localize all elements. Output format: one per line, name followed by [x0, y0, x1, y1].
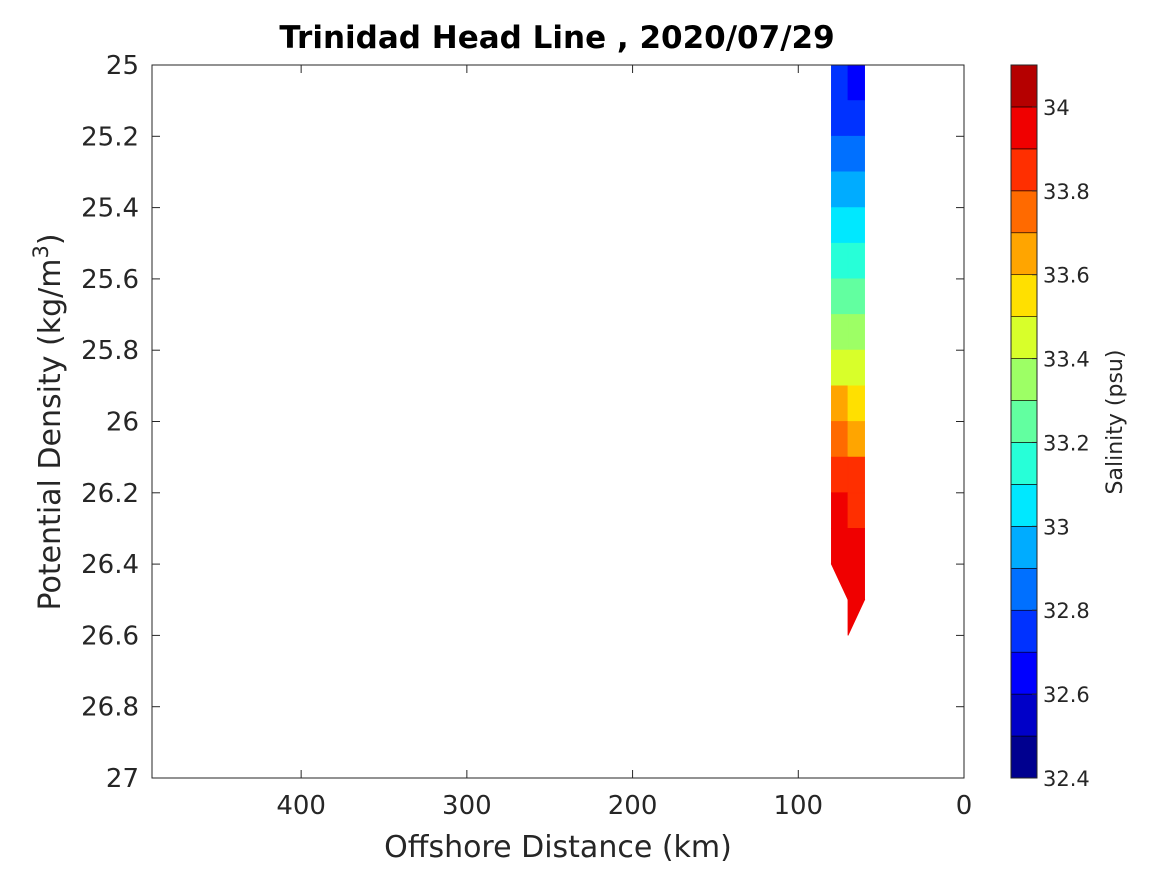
contour-cell	[831, 314, 849, 351]
contour-cell	[847, 242, 865, 280]
contour-cell	[847, 599, 866, 636]
x-axis-label: Offshore Distance (km)	[384, 830, 732, 865]
colorbar-tick-label: 33.6	[1043, 264, 1090, 288]
x-tick-label: 100	[773, 791, 823, 821]
contour-cell	[847, 349, 865, 387]
contour-cell	[831, 456, 849, 494]
contour-cell	[847, 563, 865, 601]
colorbar-swatch	[1010, 526, 1038, 569]
contour-cell	[831, 528, 849, 565]
y-tick-label: 26	[106, 408, 139, 438]
y-tick-label: 25.8	[81, 336, 139, 366]
x-axis-ticks: 400 300 200 100 0	[276, 65, 972, 821]
colorbar-tick-label: 33	[1043, 515, 1070, 539]
contour-cell	[831, 64, 849, 102]
chart-title: Trinidad Head Line , 2020/07/29	[279, 20, 834, 56]
colorbar-swatch	[1010, 735, 1038, 779]
contour-cell	[831, 278, 849, 315]
colorbar-swatch	[1010, 567, 1038, 611]
contour-cell	[831, 349, 849, 387]
contour-cell	[830, 563, 849, 600]
y-tick-label: 25.6	[81, 265, 139, 295]
colorbar-tick-label: 33.2	[1043, 431, 1090, 455]
colorbar-tick-label: 32.6	[1043, 683, 1090, 707]
contour-cell	[831, 171, 849, 209]
contour-cell	[831, 385, 849, 422]
colorbar-label: Salinity (psu)	[1103, 350, 1128, 495]
contour-cell	[847, 421, 865, 458]
colorbar-swatch	[1010, 106, 1038, 150]
contour-cell	[847, 171, 865, 209]
colorbar-swatch	[1010, 316, 1038, 359]
contour-cell	[847, 314, 865, 351]
y-tick-label: 25	[106, 51, 139, 81]
colorbar-swatch	[1010, 274, 1038, 317]
contour-cell	[847, 528, 865, 565]
colorbar-tick-label: 32.4	[1043, 767, 1090, 791]
y-tick-label: 25.2	[81, 122, 139, 152]
contour-cell	[847, 278, 865, 315]
colorbar-tick-label: 34	[1043, 96, 1070, 120]
colorbar-swatch	[1010, 232, 1038, 276]
colorbar-swatch	[1010, 400, 1038, 443]
colorbar-swatch	[1010, 484, 1038, 527]
contour-cell	[831, 207, 849, 244]
colorbar-swatch	[1010, 651, 1038, 695]
contour-cell	[831, 135, 849, 173]
x-tick-label: 200	[608, 791, 658, 821]
colorbar-swatch	[1010, 609, 1038, 653]
contour-cell	[847, 456, 865, 494]
y-axis-label-close: )	[33, 233, 68, 245]
colorbar-swatch	[1010, 442, 1038, 485]
colorbar	[1010, 64, 1038, 779]
colorbar-swatch	[1010, 64, 1038, 108]
y-tick-label: 26.2	[81, 479, 139, 509]
colorbar-swatch	[1010, 693, 1038, 737]
y-tick-label: 25.4	[81, 194, 139, 224]
colorbar-swatch	[1010, 190, 1038, 234]
colorbar-swatch	[1010, 148, 1038, 192]
contour-cell	[831, 492, 849, 529]
y-axis-label: Potential Density (kg/m3)	[29, 233, 68, 610]
y-tick-label: 27	[106, 764, 139, 794]
y-tick-label: 26.4	[81, 550, 139, 580]
colorbar-tick-label: 32.8	[1043, 599, 1090, 623]
y-axis-label-main: Potential Density (kg/m	[33, 259, 68, 611]
contour-fill-layer	[830, 64, 866, 636]
colorbar-swatch	[1010, 358, 1038, 401]
x-tick-label: 400	[276, 791, 326, 821]
x-tick-label: 0	[956, 791, 973, 821]
contour-cell	[847, 135, 865, 173]
x-tick-label: 300	[442, 791, 492, 821]
contour-cell	[847, 100, 865, 137]
colorbar-tick-label: 33.4	[1043, 348, 1090, 372]
contour-cell	[847, 64, 865, 102]
contour-cell	[831, 242, 849, 280]
y-axis-label-superscript: 3	[29, 245, 53, 258]
y-axis-ticks: 25 25.2 25.4 25.6 25.8 26 26.2 26.4 26.6 26.8 27	[81, 51, 964, 794]
contour-cell	[847, 385, 865, 422]
contour-cell	[831, 421, 849, 458]
contour-cell	[847, 207, 865, 244]
y-tick-label: 26.8	[81, 693, 139, 723]
colorbar-ticks: 32.4 32.6 32.8 33 33.2 33.4 33.6 33.8 34	[1032, 96, 1090, 791]
contour-cell	[847, 492, 865, 529]
contour-cell	[831, 100, 849, 137]
y-tick-label: 26.6	[81, 621, 139, 651]
colorbar-tick-label: 33.8	[1043, 180, 1090, 204]
colorbar-frame	[1010, 64, 1038, 779]
